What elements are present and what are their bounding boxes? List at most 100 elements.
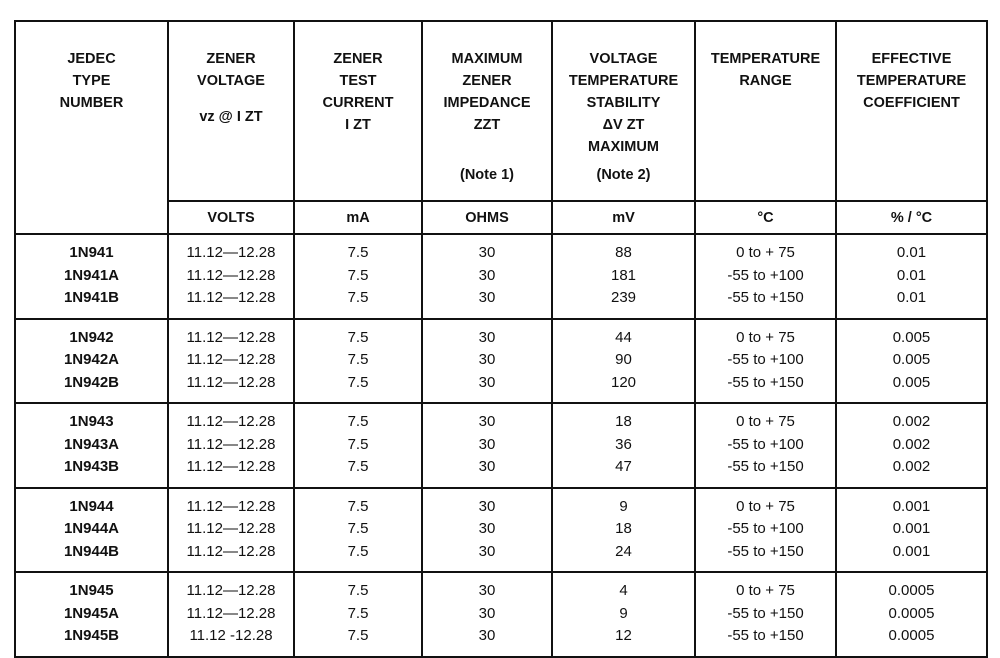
- value-max-impedance: 30: [478, 458, 496, 475]
- header-effective-temp-coefficient: EFFECTIVE TEMPERATURE COEFFICIENT: [835, 20, 988, 202]
- cell-test-current: 7.5 7.5 7.5: [293, 571, 423, 658]
- header-text: ZENER: [206, 51, 256, 67]
- value-temp-range: -55 to +150: [727, 289, 804, 306]
- value-test-current: 7.5: [347, 458, 369, 475]
- unit-percent-per-celsius: % / °C: [835, 200, 988, 235]
- value-voltage-stability: 90: [615, 351, 632, 368]
- cell-temp-coefficient: 0.005 0.005 0.005: [835, 317, 988, 404]
- device-group-row: 1N941 1N941A 1N941B 11.12—12.28 11.12—12.28 1…: [14, 233, 988, 320]
- value-test-current: 7.5: [347, 328, 369, 346]
- header-symbol: I ZT: [345, 117, 371, 133]
- value-temp-coefficient: 0.002: [892, 458, 931, 475]
- header-text: VOLTAGE: [589, 51, 658, 67]
- cell-max-impedance: 30 30 30: [421, 317, 553, 404]
- value-max-impedance: 30: [478, 582, 496, 599]
- value-max-impedance: 30: [478, 413, 496, 430]
- header-text: JEDEC: [67, 51, 116, 67]
- cell-zener-voltage: 11.12—12.28 11.12—12.28 11.12 -12.28: [167, 571, 295, 658]
- value-zener-voltage: 11.12—12.28: [186, 289, 276, 306]
- value-type-number: 1N941: [69, 244, 114, 261]
- value-voltage-stability: 239: [610, 289, 637, 306]
- value-temp-range: 0 to + 75: [736, 328, 795, 346]
- header-symbol: vz @ I ZT: [199, 109, 263, 125]
- device-group-row: 1N942 1N942A 1N942B 11.12—12.28 11.12—12.28 1…: [14, 317, 988, 404]
- cell-max-impedance: 30 30 30: [421, 571, 553, 658]
- value-max-impedance: 30: [478, 266, 496, 284]
- value-temp-coefficient: 0.01: [896, 289, 927, 306]
- value-zener-voltage: 11.12—12.28: [186, 266, 276, 284]
- value-temp-coefficient: 0.0005: [888, 627, 935, 644]
- header-zener-test-current: ZENER TEST CURRENT I ZT: [293, 20, 423, 202]
- header-text: MAXIMUM: [451, 51, 523, 67]
- value-max-impedance: 30: [478, 627, 496, 644]
- header-text: TEST: [339, 73, 377, 89]
- value-temp-range: -55 to +100: [727, 351, 804, 368]
- cell-temp-coefficient: 0.001 0.001 0.001: [835, 486, 988, 573]
- value-type-number: 1N945: [69, 582, 114, 599]
- value-temp-coefficient: 0.005: [892, 373, 931, 391]
- value-test-current: 7.5: [347, 435, 369, 453]
- value-voltage-stability: 181: [610, 266, 637, 284]
- header-text: ZENER: [462, 73, 512, 89]
- unit-celsius: °C: [694, 200, 837, 235]
- value-test-current: 7.5: [347, 373, 369, 391]
- cell-type-number: 1N942 1N942A 1N942B: [14, 317, 169, 404]
- header-text: TEMPERATURE: [856, 73, 967, 89]
- cell-zener-voltage: 11.12—12.28 11.12—12.28 11.12—12.28: [167, 486, 295, 573]
- value-zener-voltage: 11.12—12.28: [186, 582, 276, 599]
- value-type-number: 1N945B: [63, 627, 120, 644]
- cell-voltage-stability: 88 181 239: [551, 233, 696, 320]
- cell-voltage-stability: 9 18 24: [551, 486, 696, 573]
- header-text: CURRENT: [322, 95, 394, 111]
- cell-test-current: 7.5 7.5 7.5: [293, 317, 423, 404]
- value-temp-range: -55 to +150: [727, 373, 804, 391]
- value-temp-coefficient: 0.002: [892, 413, 931, 430]
- cell-temp-range: 0 to + 75 -55 to +100 -55 to +150: [694, 233, 837, 320]
- header-text: ZENER: [333, 51, 383, 67]
- value-zener-voltage: 11.12—12.28: [186, 604, 276, 622]
- value-temp-coefficient: 0.001: [892, 542, 931, 560]
- header-note: (Note 2): [596, 167, 651, 183]
- cell-max-impedance: 30 30 30: [421, 486, 553, 573]
- value-temp-range: 0 to + 75: [736, 244, 795, 261]
- value-voltage-stability: 44: [615, 328, 632, 346]
- value-voltage-stability: 9: [619, 497, 628, 515]
- value-voltage-stability: 18: [615, 413, 632, 430]
- cell-temp-range: 0 to + 75 -55 to +100 -55 to +150: [694, 402, 837, 489]
- value-voltage-stability: 24: [615, 542, 632, 560]
- unit-volts: VOLTS: [167, 200, 295, 235]
- cell-test-current: 7.5 7.5 7.5: [293, 402, 423, 489]
- value-temp-range: 0 to + 75: [736, 497, 795, 515]
- value-type-number: 1N943B: [63, 458, 120, 475]
- cell-temp-coefficient: 0.002 0.002 0.002: [835, 402, 988, 489]
- header-row: JEDEC TYPE NUMBER ZENER VOLTAGE vz @ I Z…: [14, 20, 988, 235]
- cell-max-impedance: 30 30 30: [421, 233, 553, 320]
- header-symbol: ΔV ZT: [602, 117, 645, 133]
- header-text: VOLTAGE: [197, 73, 265, 89]
- header-temperature-range: TEMPERATURE RANGE: [694, 20, 837, 202]
- header-voltage-temp-stability: VOLTAGE TEMPERATURE STABILITY ΔV ZT MAXI…: [551, 20, 696, 202]
- value-temp-coefficient: 0.0005: [888, 582, 935, 599]
- value-voltage-stability: 9: [619, 604, 628, 622]
- cell-temp-coefficient: 0.01 0.01 0.01: [835, 233, 988, 320]
- value-test-current: 7.5: [347, 244, 369, 261]
- value-zener-voltage: 11.12—12.28: [186, 373, 276, 391]
- value-type-number: 1N944B: [63, 542, 120, 560]
- value-temp-coefficient: 0.001: [892, 497, 931, 515]
- unit-ma: mA: [293, 200, 423, 235]
- value-type-number: 1N944A: [63, 520, 120, 537]
- cell-type-number: 1N941 1N941A 1N941B: [14, 233, 169, 320]
- value-zener-voltage: 11.12 -12.28: [189, 627, 273, 644]
- header-zener-voltage: ZENER VOLTAGE vz @ I ZT: [167, 20, 295, 202]
- cell-temp-range: 0 to + 75 -55 to +150 -55 to +150: [694, 571, 837, 658]
- value-test-current: 7.5: [347, 351, 369, 368]
- value-zener-voltage: 11.12—12.28: [186, 458, 276, 475]
- value-max-impedance: 30: [478, 351, 496, 368]
- zener-diode-spec-table: JEDEC TYPE NUMBER ZENER VOLTAGE vz @ I Z…: [14, 20, 988, 658]
- header-text: RANGE: [739, 73, 792, 89]
- value-zener-voltage: 11.12—12.28: [186, 351, 276, 368]
- value-type-number: 1N942B: [63, 373, 120, 391]
- value-voltage-stability: 47: [615, 458, 632, 475]
- header-text: TYPE: [72, 73, 111, 89]
- cell-voltage-stability: 4 9 12: [551, 571, 696, 658]
